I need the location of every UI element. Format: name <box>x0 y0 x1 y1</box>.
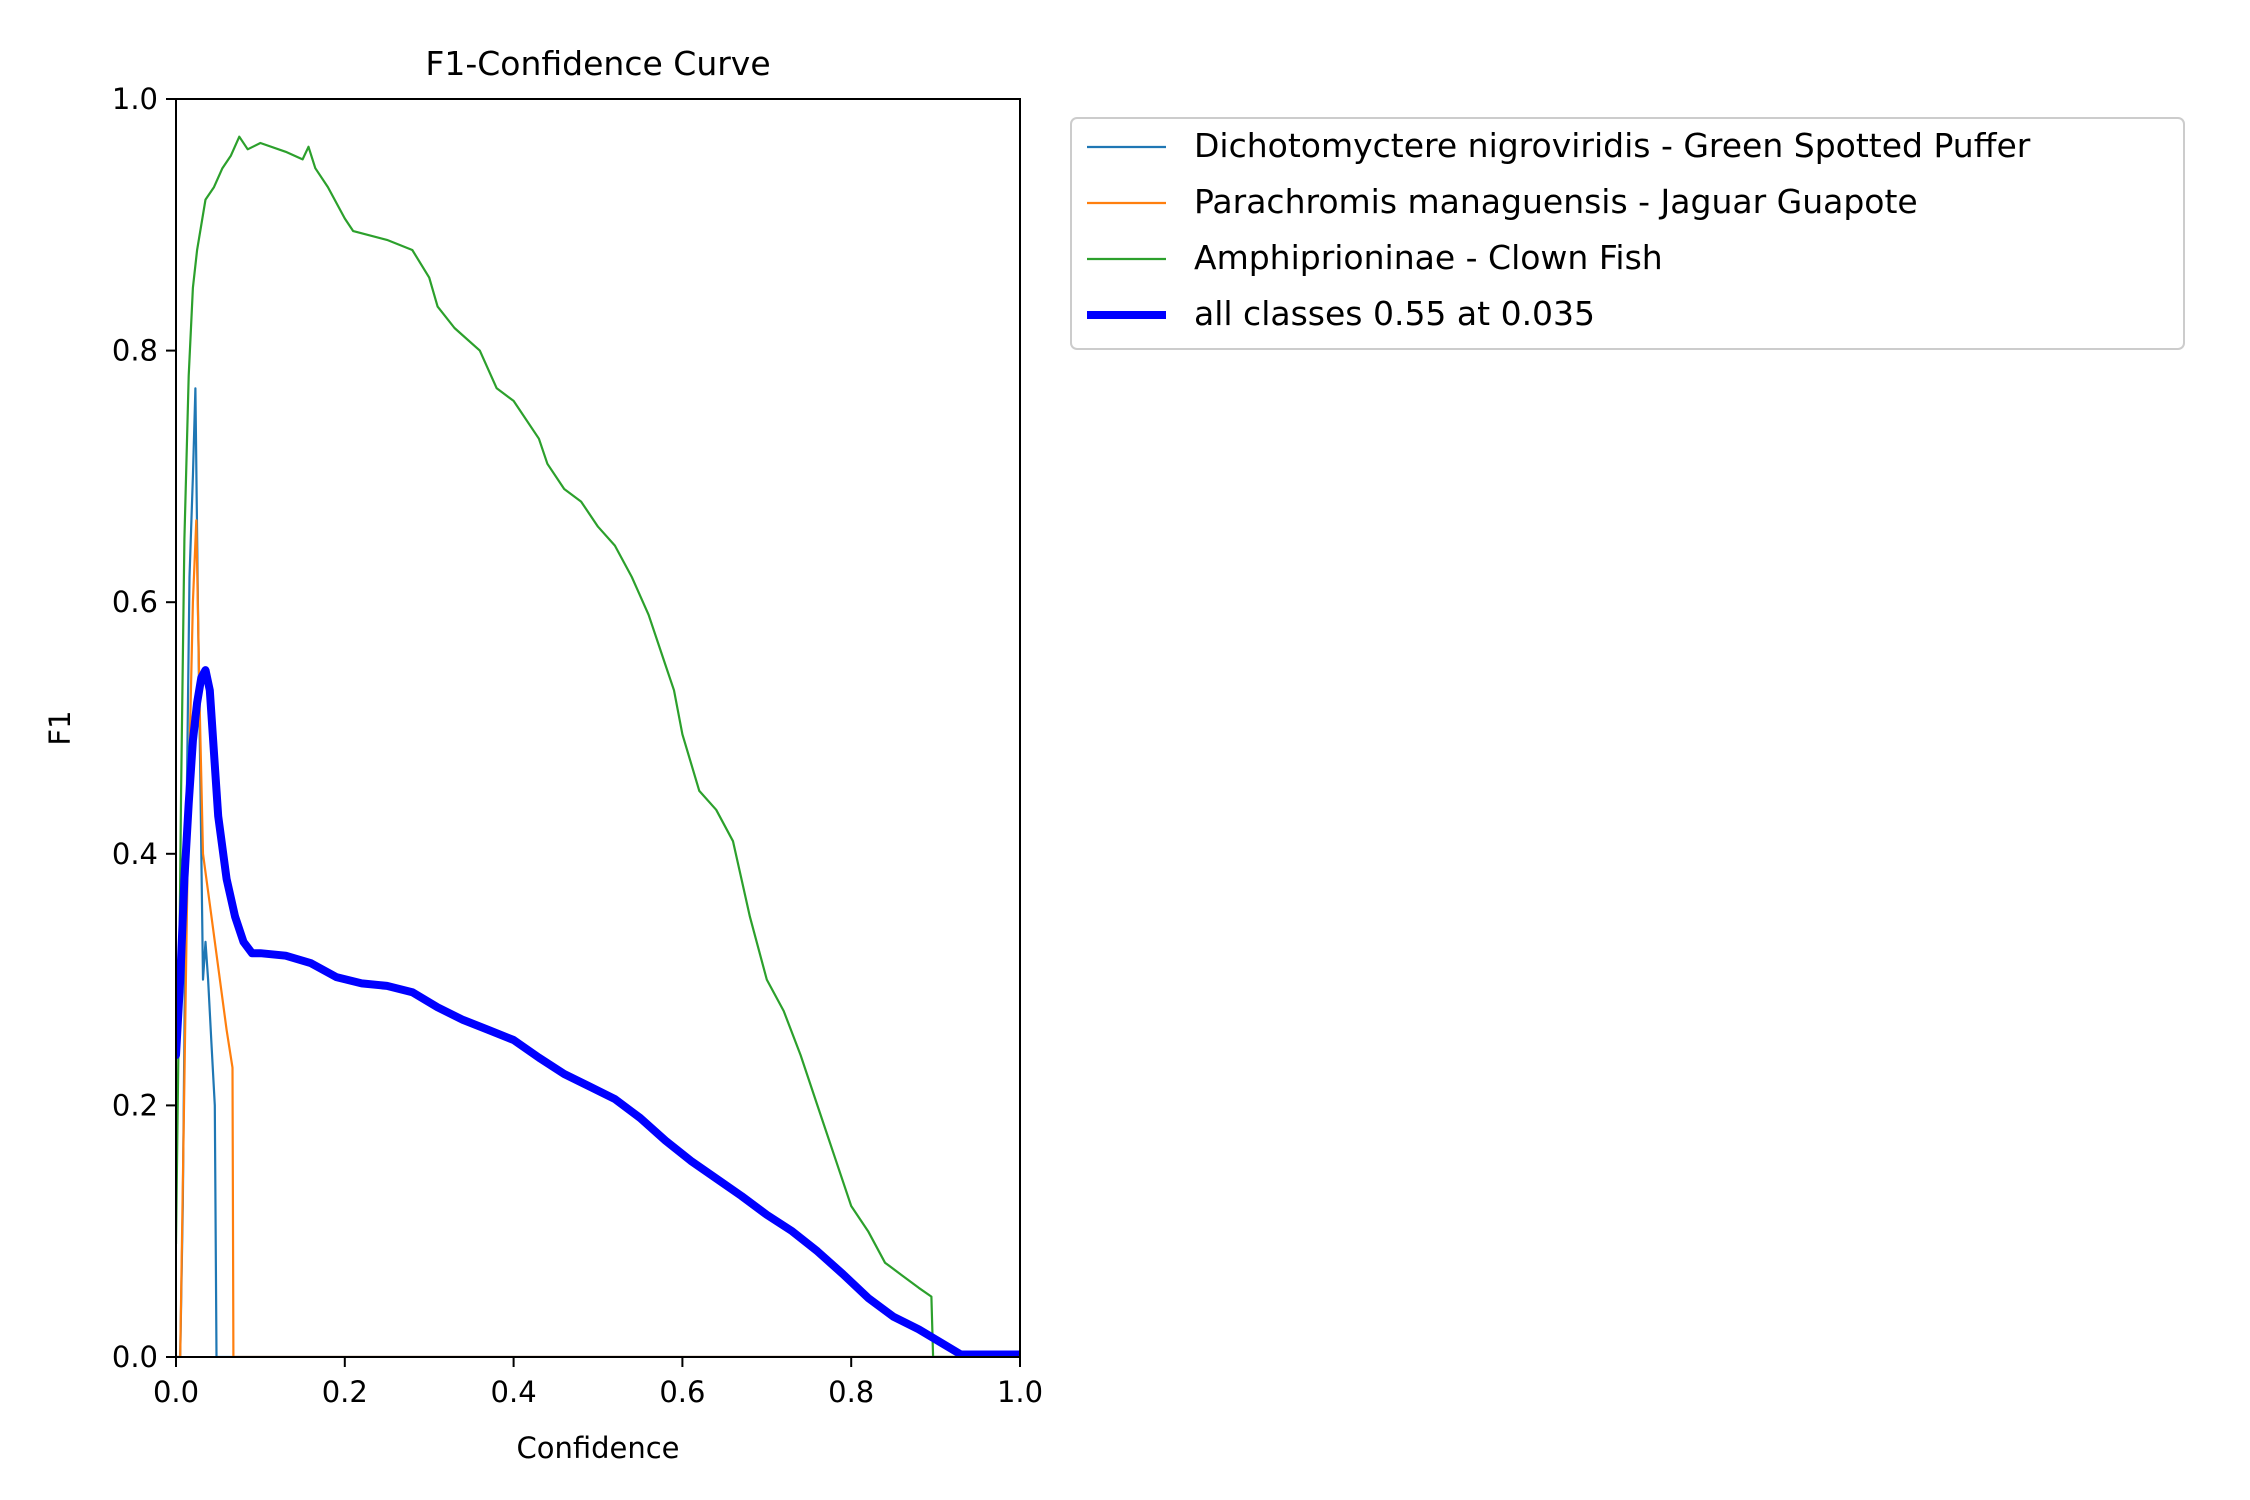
y-tick-label: 0.8 <box>112 334 158 368</box>
x-tick-label: 0.6 <box>659 1375 705 1409</box>
x-tick-label: 1.0 <box>997 1375 1043 1409</box>
y-tick-label: 0.0 <box>112 1340 158 1374</box>
x-axis: 0.0 0.2 0.4 0.6 0.8 1.0 <box>153 1357 1043 1409</box>
chart-title: F1-Confidence Curve <box>425 44 770 83</box>
legend-label: all classes 0.55 at 0.035 <box>1194 294 1595 333</box>
plot-frame <box>175 98 1021 1358</box>
x-axis-label: Confidence <box>516 1431 679 1465</box>
series-line-3 <box>176 135 1020 1357</box>
legend-label: Dichotomyctere nigroviridis - Green Spot… <box>1194 126 2031 165</box>
legend-label: Amphiprioninae - Clown Fish <box>1194 238 1663 277</box>
x-tick-label: 0.4 <box>491 1375 537 1409</box>
legend-label: Parachromis managuensis - Jaguar Guapote <box>1194 182 1918 221</box>
series-line-2 <box>176 519 1020 1357</box>
x-tick-label: 0.8 <box>828 1375 874 1409</box>
plot-area <box>175 98 1021 1358</box>
y-tick-label: 0.4 <box>112 837 158 871</box>
series-line-4 <box>176 666 1020 1357</box>
series-lines <box>176 135 1020 1357</box>
legend: Dichotomyctere nigroviridis - Green Spot… <box>1070 117 2185 350</box>
y-axis: 0.0 0.2 0.4 0.6 0.8 1.0 <box>112 82 176 1374</box>
legend-frame <box>1070 117 2185 350</box>
y-tick-label: 1.0 <box>112 82 158 116</box>
y-tick-label: 0.2 <box>112 1088 158 1122</box>
y-axis-label: F1 <box>43 710 77 745</box>
y-tick-label: 0.6 <box>112 585 158 619</box>
x-tick-label: 0.0 <box>153 1375 199 1409</box>
x-tick-label: 0.2 <box>322 1375 368 1409</box>
